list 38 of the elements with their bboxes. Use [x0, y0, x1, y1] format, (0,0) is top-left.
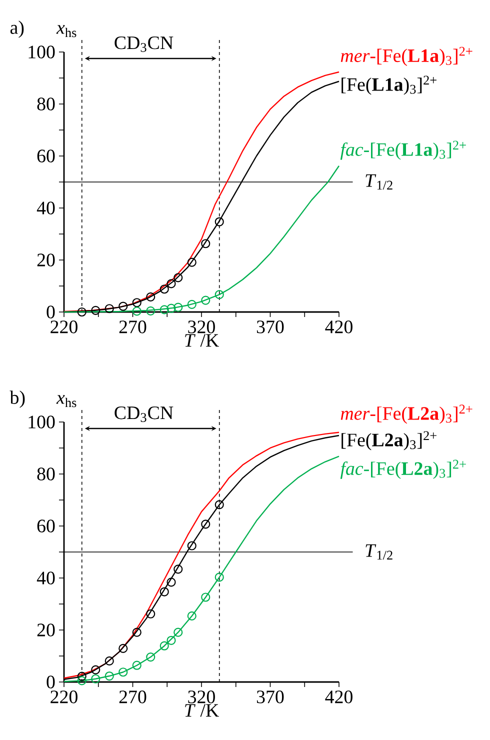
y-tick-label: 20 — [37, 254, 55, 266]
x-tick-label: 220 — [50, 320, 78, 334]
x-tick-label: 270 — [119, 320, 146, 334]
y-tick-label: 60 — [37, 150, 55, 162]
ref-line-label: T$_{1/2}$ — [366, 174, 392, 190]
y-tick-label: 100 — [28, 416, 55, 428]
y-tick-label: 60 — [37, 520, 55, 532]
x-tick-label: 320 — [188, 690, 215, 704]
chart-title: b) — [10, 390, 25, 408]
y-tick-label: 20 — [37, 624, 55, 636]
text: CD$_{3}$CN — [114, 36, 174, 52]
y-tick-label: 40 — [36, 572, 55, 584]
y-axis-title: x$_{hs}$ — [56, 395, 76, 408]
y-tick-label: 0 — [46, 676, 55, 688]
x-tick-label: 270 — [119, 690, 146, 704]
chart-title: a) — [10, 20, 24, 38]
series-label: [Fe(L1a)$_{3}$]$^{2+}$ — [342, 76, 436, 95]
y-axis-title: x$_{hs}$ — [56, 25, 76, 38]
text: CD$_{3}$CN — [114, 406, 174, 422]
series-label: fac-[Fe(L1a)$_{3}$]$^{2+}$ — [340, 140, 466, 160]
series-label: fac-[Fe(L2a)$_{3}$]$^{2+}$ — [340, 460, 466, 479]
x-axis-title: T /K — [185, 334, 219, 347]
y-tick-label: 80 — [37, 468, 55, 480]
y-tick-label: 100 — [28, 46, 55, 58]
x-tick-label: 370 — [256, 690, 284, 704]
y-tick-label: 0 — [46, 306, 55, 318]
x-tick-label: 220 — [50, 690, 78, 704]
x-axis-title: T /K — [185, 704, 219, 717]
x-tick-label: 370 — [256, 320, 284, 334]
series-label: [Fe(L2a)$_{3}$]$^{2+}$ — [342, 431, 436, 450]
series-label: mer-[Fe(L1a)$_{3}$]$^{2+}$ — [340, 46, 472, 66]
series-label: mer-[Fe(L2a)$_{3}$]$^{2+}$ — [340, 404, 472, 424]
x-tick-label: 420 — [325, 320, 352, 334]
x-tick-label: 320 — [188, 320, 215, 334]
x-tick-label: 420 — [325, 690, 352, 704]
ref-line-label: T$_{1/2}$ — [366, 544, 392, 560]
y-tick-label: 80 — [37, 98, 55, 110]
y-tick-label: 40 — [36, 202, 55, 214]
